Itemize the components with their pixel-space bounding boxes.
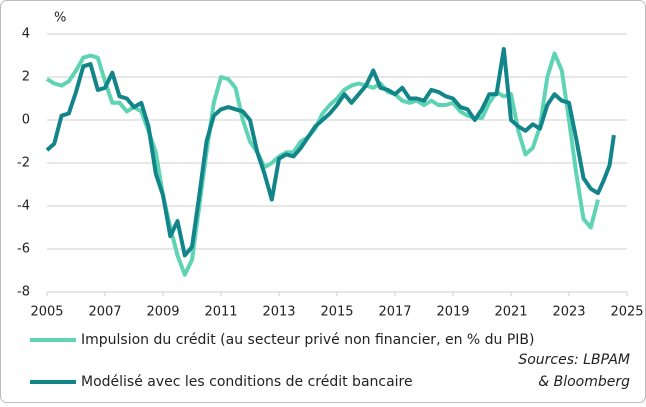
x-tick-label: 2009 bbox=[146, 305, 179, 320]
y-tick-label: 0 bbox=[22, 113, 30, 128]
x-tick-label: 2007 bbox=[88, 305, 121, 320]
y-tick-label: -6 bbox=[17, 242, 30, 257]
x-tick-label: 2019 bbox=[436, 305, 469, 320]
unit-label: % bbox=[54, 11, 66, 26]
x-tick-label: 2005 bbox=[30, 305, 63, 320]
source-text: Sources: LBPAM bbox=[518, 352, 630, 368]
source-text: & Bloomberg bbox=[538, 374, 630, 390]
y-tick-label: -4 bbox=[17, 199, 30, 214]
legend-label: Modélisé avec les conditions de crédit b… bbox=[81, 374, 413, 390]
legend-label: Impulsion du crédit (au secteur privé no… bbox=[81, 332, 535, 348]
y-tick-label: -2 bbox=[17, 156, 30, 171]
x-tick-label: 2011 bbox=[204, 305, 237, 320]
y-tick-label: 4 bbox=[22, 27, 30, 42]
series-line bbox=[45, 47, 616, 258]
x-tick-label: 2025 bbox=[610, 305, 643, 320]
x-tick-label: 2017 bbox=[378, 305, 411, 320]
x-tick-label: 2013 bbox=[262, 305, 295, 320]
x-tick-label: 2021 bbox=[494, 305, 527, 320]
x-tick-label: 2015 bbox=[320, 305, 353, 320]
y-tick-label: -8 bbox=[17, 285, 30, 300]
series-line bbox=[45, 51, 600, 277]
x-tick-label: 2023 bbox=[552, 305, 585, 320]
y-tick-label: 2 bbox=[22, 70, 30, 85]
